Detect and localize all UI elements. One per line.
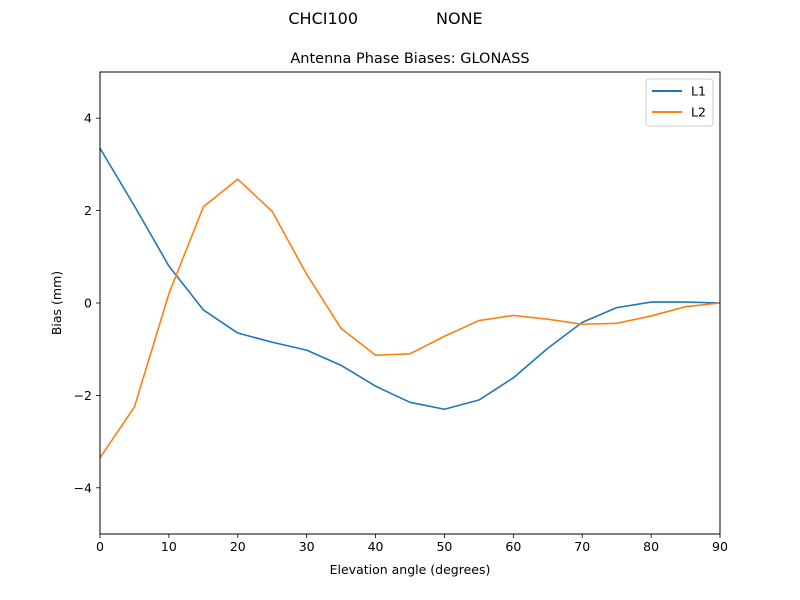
x-tick-label: 20 <box>230 539 246 554</box>
y-axis-ticks: −4 −2 0 2 4 <box>74 111 100 495</box>
y-tick-label: 0 <box>84 296 92 311</box>
x-tick-label: 80 <box>643 539 659 554</box>
y-tick-label: 4 <box>84 111 92 126</box>
x-tick-label: 90 <box>712 539 728 554</box>
legend-label-l2: L2 <box>691 105 706 120</box>
legend: L1 L2 <box>645 78 714 127</box>
axes-frame <box>99 71 721 535</box>
x-tick-label: 50 <box>436 539 452 554</box>
x-tick-label: 0 <box>96 539 104 554</box>
y-axis-label: Bias (mm) <box>49 271 64 335</box>
plot-area <box>99 147 721 459</box>
y-tick-label: −4 <box>74 480 92 495</box>
legend-label-l1: L1 <box>691 84 706 99</box>
x-tick-label: 40 <box>368 539 384 554</box>
y-tick-label: 2 <box>84 203 92 218</box>
x-axis-ticks: 0 10 20 30 40 50 60 70 80 90 <box>96 534 728 554</box>
x-tick-label: 30 <box>299 539 315 554</box>
x-tick-label: 70 <box>574 539 590 554</box>
series-line-l2 <box>99 178 721 459</box>
x-tick-label: 10 <box>161 539 177 554</box>
series-line-l1 <box>99 147 721 411</box>
y-tick-label: −2 <box>74 388 92 403</box>
x-tick-label: 60 <box>505 539 521 554</box>
chart-title: Antenna Phase Biases: GLONASS <box>290 51 529 67</box>
antenna-name: NONE <box>436 9 483 28</box>
x-axis-label: Elevation angle (degrees) <box>330 562 491 577</box>
station-name: CHCI100 <box>288 9 358 28</box>
